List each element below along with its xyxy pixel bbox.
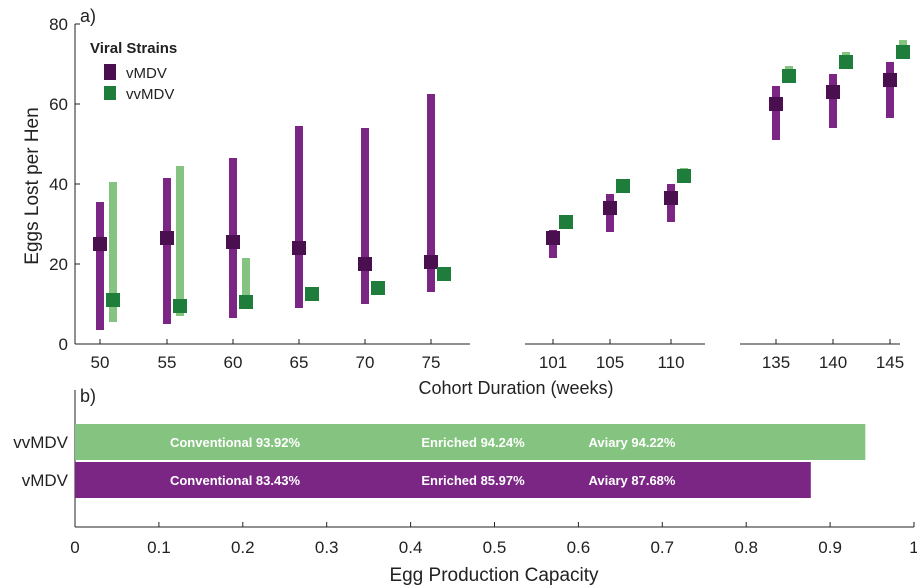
bar-annotation: Aviary 94.22% <box>589 435 676 450</box>
range-bar-vvmdv <box>109 182 117 322</box>
point-vmdv <box>826 85 840 99</box>
point-vmdv <box>769 97 783 111</box>
x-tick-label-b: 0 <box>70 538 79 557</box>
panel-b: b) Egg Production Capacity 0 0.1 0.2 0.3 0.4… <box>13 386 917 586</box>
point-vvmdv <box>371 281 385 295</box>
x-tick-label: 110 <box>657 353 684 372</box>
point-vvmdv <box>782 69 796 83</box>
bar-annotation: Conventional 93.92% <box>170 435 300 450</box>
y-tick-label: 60 <box>49 95 68 114</box>
point-vvmdv <box>559 215 573 229</box>
x-tick-label: 140 <box>819 353 847 372</box>
bar-annotation: Enriched 85.97% <box>421 473 525 488</box>
x-tick-label-b: 1 <box>909 538 917 557</box>
x-tick-label-b: 0.1 <box>147 538 171 557</box>
x-tick-label: 145 <box>876 353 904 372</box>
x-tick-label: 65 <box>290 353 309 372</box>
point-vmdv <box>358 257 372 271</box>
range-bar-vmdv <box>772 86 780 140</box>
x-tick-label-b: 0.7 <box>650 538 674 557</box>
point-vvmdv <box>173 299 187 313</box>
panel-a: a) Eggs Lost per Hen Cohort Duration (we… <box>22 6 910 398</box>
legend-title: Viral Strains <box>90 40 177 57</box>
panel-b-marks: Conventional 93.92% Enriched 94.24% Aviary… <box>75 424 866 498</box>
point-vmdv <box>160 231 174 245</box>
point-vvmdv <box>106 293 120 307</box>
bar-annotation: Enriched 94.24% <box>421 435 525 450</box>
x-tick-label: 101 <box>539 353 567 372</box>
y-tick-label-b: vMDV <box>22 471 69 490</box>
bar-annotation: Aviary 87.68% <box>589 473 676 488</box>
range-bar-vvmdv <box>176 166 184 316</box>
panel-a-axes: 0 20 40 60 80 50 55 60 65 70 75 101 105 110 135 140 145 <box>49 15 904 372</box>
y-tick-label: 80 <box>49 15 68 34</box>
x-tick-label-b: 0.9 <box>818 538 842 557</box>
point-vmdv <box>664 191 678 205</box>
legend-swatch-vvmdv <box>104 86 116 100</box>
point-vmdv <box>292 241 306 255</box>
x-tick-label-b: 0.8 <box>734 538 758 557</box>
point-vvmdv <box>616 179 630 193</box>
x-axis-label: Cohort Duration (weeks) <box>418 378 613 398</box>
x-tick-label-b: 0.4 <box>399 538 423 557</box>
x-tick-label-b: 0.6 <box>567 538 591 557</box>
point-vvmdv <box>305 287 319 301</box>
range-bar-vmdv <box>295 126 303 308</box>
y-tick-label: 0 <box>59 335 68 354</box>
point-vvmdv <box>896 45 910 59</box>
x-tick-label: 60 <box>224 353 243 372</box>
point-vmdv <box>226 235 240 249</box>
x-tick-label: 105 <box>596 353 624 372</box>
x-tick-label: 135 <box>762 353 790 372</box>
panel-b-axes: 0 0.1 0.2 0.3 0.4 0.5 0.6 0.7 0.8 0.9 1 vvMDV vMDV <box>13 390 917 557</box>
range-bar-vmdv <box>361 128 369 304</box>
range-bar-vmdv <box>427 94 435 292</box>
range-bar-vmdv <box>96 202 104 330</box>
point-vmdv <box>424 255 438 269</box>
legend-label-vvmdv: vvMDV <box>126 86 174 103</box>
x-tick-label: 55 <box>158 353 177 372</box>
point-vmdv <box>546 231 560 245</box>
bar <box>75 462 811 498</box>
bar-annotation: Conventional 83.43% <box>170 473 300 488</box>
point-vvmdv <box>437 267 451 281</box>
x-tick-label-b: 0.5 <box>483 538 507 557</box>
legend-swatch-vmdv <box>104 64 116 80</box>
point-vmdv <box>603 201 617 215</box>
range-bar-vvmdv <box>242 258 250 304</box>
x-tick-label-b: 0.3 <box>315 538 339 557</box>
x-tick-label: 70 <box>356 353 375 372</box>
range-bar-vmdv <box>829 74 837 128</box>
point-vvmdv <box>239 295 253 309</box>
point-vvmdv <box>677 169 691 183</box>
legend: Viral Strains vMDV vvMDV <box>90 40 177 103</box>
x-tick-label-b: 0.2 <box>231 538 255 557</box>
point-vmdv <box>883 73 897 87</box>
x-axis-label-b: Egg Production Capacity <box>389 565 599 586</box>
range-bar-vmdv <box>886 62 894 118</box>
panel-a-label: a) <box>80 6 96 26</box>
y-tick-label: 40 <box>49 175 68 194</box>
bar <box>75 424 866 460</box>
y-axis-label: Eggs Lost per Hen <box>22 107 43 264</box>
range-bar-vmdv <box>163 178 171 324</box>
x-tick-label: 50 <box>91 353 110 372</box>
panel-b-label: b) <box>80 386 96 406</box>
point-vmdv <box>93 237 107 251</box>
y-tick-label-b: vvMDV <box>13 433 68 452</box>
panel-a-marks <box>93 40 910 330</box>
x-tick-label: 75 <box>422 353 441 372</box>
point-vvmdv <box>839 55 853 69</box>
legend-label-vmdv: vMDV <box>126 65 167 82</box>
y-tick-label: 20 <box>49 255 68 274</box>
